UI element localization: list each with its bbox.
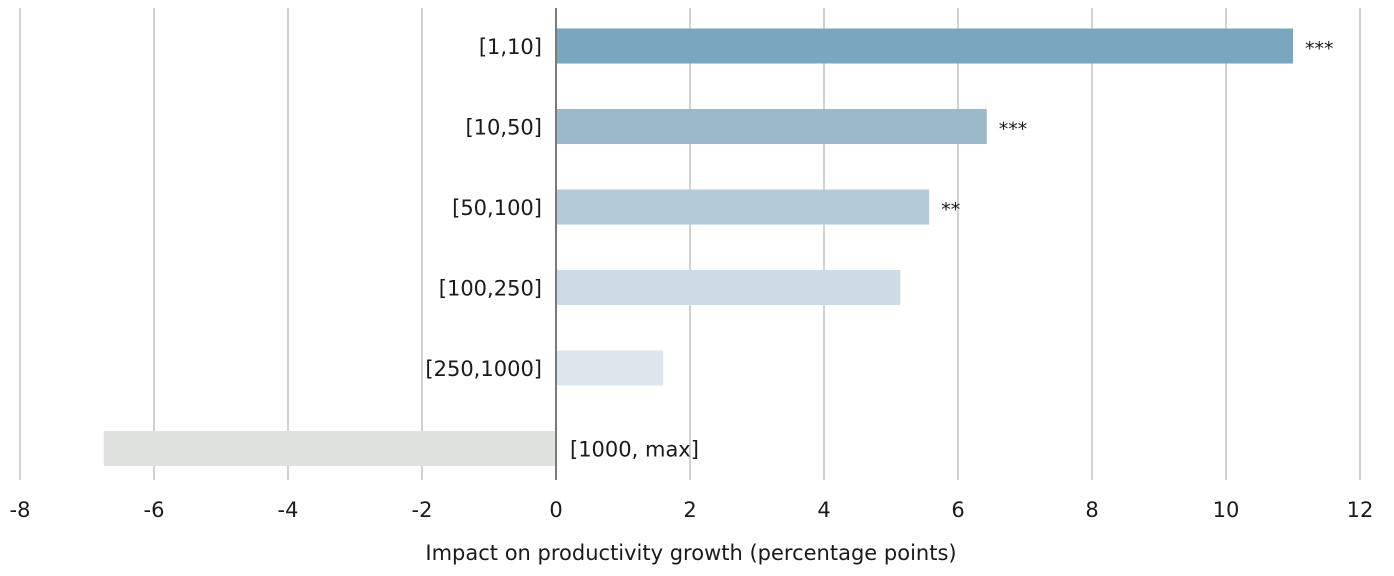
category-label: [1,10] [479, 35, 542, 59]
category-label: [50,100] [452, 196, 542, 220]
x-tick-label: -2 [412, 498, 433, 522]
x-tick-label: 8 [1085, 498, 1098, 522]
x-tick-label: -6 [144, 498, 165, 522]
category-label: [10,50] [465, 116, 542, 140]
grid-lines [19, 8, 1361, 480]
x-tick-label: 4 [817, 498, 830, 522]
bar [556, 350, 664, 386]
bars [103, 28, 1293, 466]
x-tick-label: -8 [10, 498, 31, 522]
x-tick-label: 2 [683, 498, 696, 522]
bar [556, 109, 987, 144]
significance-label: *** [1305, 38, 1334, 60]
category-labels: [1,10] [10,50] [50,100] [100,250] [250,1000]… [425, 35, 699, 462]
x-tick-labels: -8 -6 -4 -2 0 2 4 6 8 10 12 [10, 498, 1374, 522]
x-tick-label: 6 [951, 498, 964, 522]
significance-label: *** [999, 119, 1028, 141]
x-tick-label: 10 [1213, 498, 1240, 522]
x-tick-label: 0 [549, 498, 562, 522]
bar [556, 189, 930, 225]
bar [556, 270, 901, 305]
x-tick-label: 12 [1347, 498, 1374, 522]
category-label: [250,1000] [425, 357, 542, 381]
category-label: [1000, max] [570, 438, 699, 462]
bar [103, 431, 556, 466]
significance-labels: ******** [941, 38, 1333, 221]
significance-label: ** [941, 199, 960, 221]
category-label: [100,250] [439, 277, 542, 301]
bar [556, 28, 1293, 64]
x-tick-label: -4 [278, 498, 299, 522]
x-axis-title: Impact on productivity growth (percentag… [425, 541, 956, 565]
